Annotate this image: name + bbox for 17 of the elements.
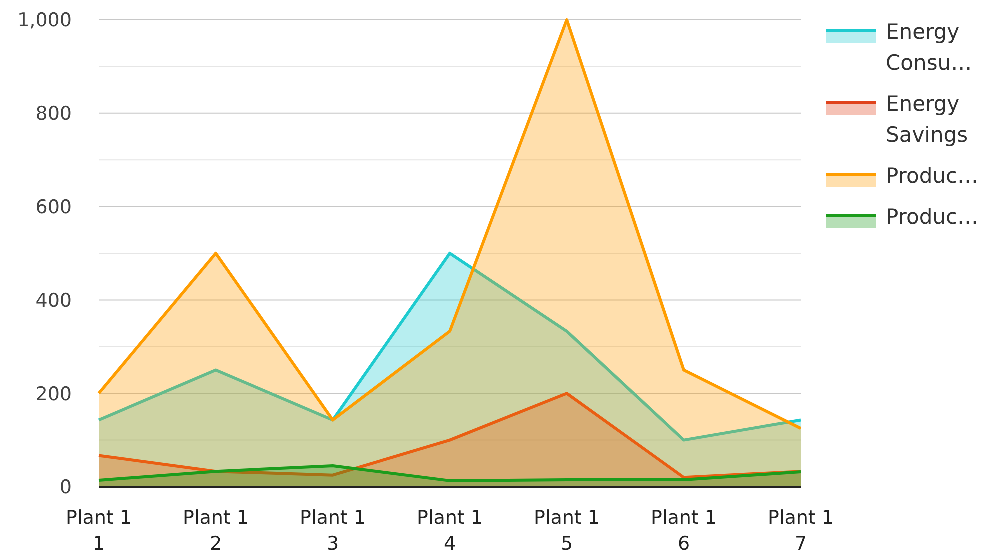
y-tick-label: 0 — [60, 476, 72, 499]
legend-label: Energy Savings — [886, 92, 968, 147]
legend-label: Produc… — [886, 205, 979, 229]
x-tick-label: Plant 1 5 — [534, 507, 600, 555]
y-tick-label: 200 — [36, 383, 72, 406]
y-tick-label: 400 — [36, 290, 72, 312]
x-tick-label: Plant 1 4 — [417, 507, 483, 555]
x-tick-label: Plant 1 2 — [183, 507, 249, 555]
x-tick-label: Plant 1 6 — [651, 507, 717, 555]
y-tick-label: 800 — [36, 103, 72, 126]
y-tick-label: 1,000 — [18, 10, 72, 32]
legend-label: Energy Consu… — [886, 20, 972, 75]
legend-label: Produc… — [886, 164, 979, 188]
x-tick-label: Plant 1 7 — [768, 507, 834, 555]
y-tick-label: 600 — [36, 196, 72, 218]
x-tick-label: Plant 1 1 — [66, 507, 132, 555]
x-tick-label: Plant 1 3 — [300, 507, 366, 555]
